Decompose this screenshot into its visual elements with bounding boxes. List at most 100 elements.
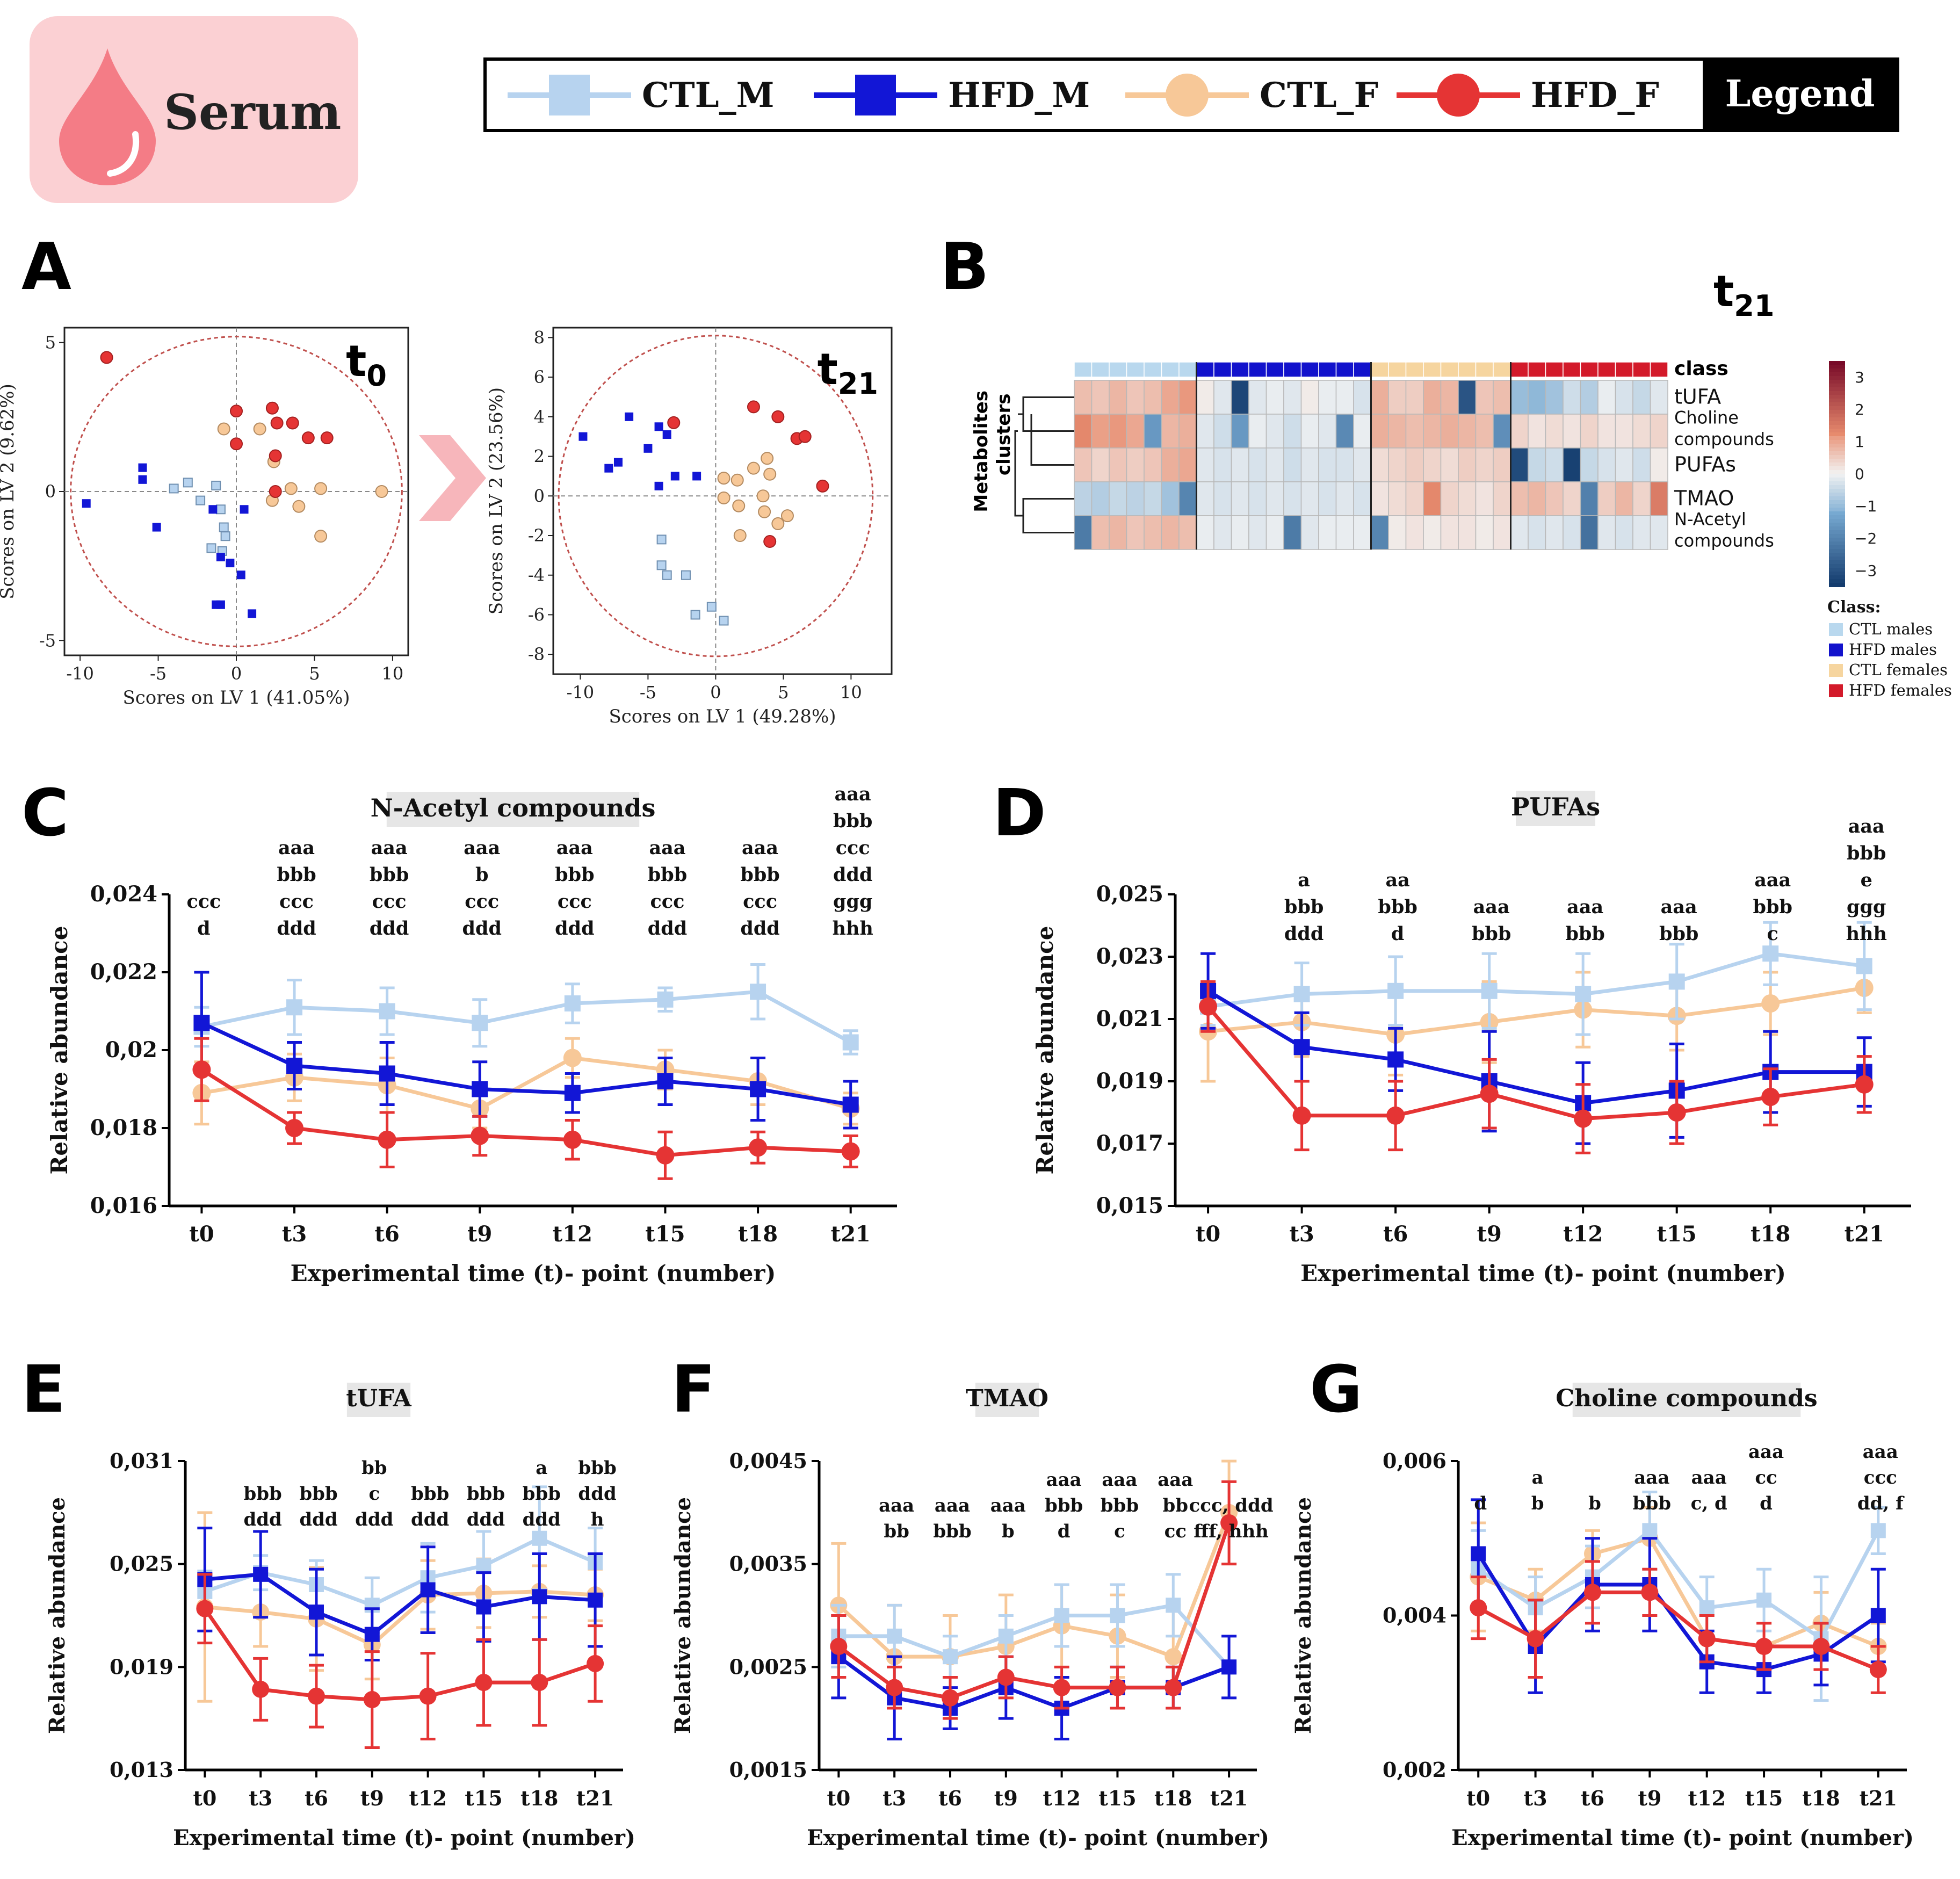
heatmap-cell bbox=[1510, 447, 1529, 482]
heatmap-cell bbox=[1213, 414, 1232, 449]
score-point bbox=[763, 467, 777, 481]
significance-annotation: aaa bb bbox=[879, 1495, 914, 1542]
score-point bbox=[747, 400, 760, 414]
colorbar-step bbox=[1829, 579, 1845, 583]
legend-title: Legend bbox=[1725, 73, 1875, 115]
colorbar-step bbox=[1829, 572, 1845, 576]
colorbar-step bbox=[1829, 560, 1845, 565]
heatmap-cell bbox=[1440, 515, 1459, 550]
data-point bbox=[1583, 1584, 1601, 1601]
heatmap-cell bbox=[1370, 481, 1389, 516]
panel-letter-g: G bbox=[1310, 1353, 1363, 1427]
significance-annotation: bbb ddd bbox=[411, 1483, 449, 1530]
significance-label: aaa bbox=[990, 1495, 1026, 1516]
data-point bbox=[1699, 1600, 1715, 1616]
class-cell bbox=[1563, 362, 1581, 378]
heatmap-cell bbox=[1300, 380, 1319, 415]
class-legend-label: HFD males bbox=[1849, 640, 1937, 659]
x-tick-label: t3 bbox=[1289, 1222, 1314, 1247]
x-tick-label: t15 bbox=[645, 1222, 685, 1247]
significance-annotation: aaa c, d bbox=[1691, 1467, 1727, 1514]
data-point bbox=[286, 1058, 303, 1074]
x-tick-label: t21 bbox=[576, 1786, 614, 1810]
heatmap-cell bbox=[1475, 515, 1494, 550]
score-point bbox=[625, 412, 634, 421]
score-point bbox=[717, 491, 731, 504]
x-tick-label: t6 bbox=[1581, 1786, 1604, 1810]
significance-label: aaa bbox=[1634, 1467, 1669, 1488]
data-point bbox=[285, 1119, 304, 1137]
significance-annotation: ccc d bbox=[186, 891, 221, 940]
data-point bbox=[1869, 1661, 1887, 1679]
significance-label: ggg bbox=[1847, 896, 1886, 918]
heatmap-cell bbox=[1161, 515, 1180, 550]
heatmap-cell bbox=[1545, 414, 1564, 449]
y-axis-label: Relative abundance bbox=[45, 1497, 70, 1734]
panel-letter-b: B bbox=[940, 230, 989, 305]
score-plot-t0: -10 -5 0 5 10 5 0 -5 Scores on LV 1 (41.05%) Scor… bbox=[0, 327, 409, 709]
significance-label: aaa bbox=[1848, 815, 1885, 837]
colorbar-step bbox=[1829, 583, 1845, 587]
significance-label: ddd bbox=[462, 917, 502, 940]
x-tick-label: t18 bbox=[1802, 1786, 1840, 1810]
x-axis-label: Experimental time (t)- point (number) bbox=[173, 1825, 635, 1851]
x-tick-label: 5 bbox=[778, 682, 789, 703]
heatmap-cell bbox=[1283, 447, 1302, 482]
significance-annotation: aaa b bbox=[990, 1495, 1026, 1542]
x-tick-label: t9 bbox=[1477, 1222, 1501, 1247]
y-axis-label: Relative abundance bbox=[46, 926, 73, 1175]
x-tick-label: t6 bbox=[1383, 1222, 1408, 1247]
heatmap-cell bbox=[1318, 380, 1337, 415]
colorbar-tick: 2 bbox=[1855, 401, 1864, 418]
significance-label: d bbox=[1391, 923, 1404, 945]
x-tick-label: t9 bbox=[994, 1786, 1018, 1810]
data-point bbox=[998, 1628, 1014, 1644]
significance-label: aaa bbox=[1691, 1467, 1727, 1488]
colorbar-step bbox=[1829, 372, 1845, 377]
significance-annotation: aaa bbb ccc ddd bbox=[555, 837, 594, 940]
significance-annotation: b bbox=[1588, 1493, 1601, 1514]
heatmap-cell bbox=[1458, 447, 1477, 482]
colorbar-step bbox=[1829, 451, 1845, 456]
heatmap-cell bbox=[1353, 481, 1372, 516]
legend-label: HFD_F bbox=[1531, 75, 1659, 115]
x-tick-label: t3 bbox=[282, 1222, 307, 1247]
y-tick-label: -6 bbox=[528, 604, 545, 625]
chart-title: Choline compounds bbox=[1556, 1385, 1817, 1412]
score-point bbox=[763, 535, 777, 548]
significance-label: a bbox=[1532, 1467, 1544, 1488]
significance-label: ccc bbox=[558, 891, 592, 913]
score-point bbox=[654, 422, 663, 431]
chart-title-bg bbox=[346, 1383, 411, 1417]
data-point bbox=[1574, 1109, 1593, 1128]
y-tick-label: 8 bbox=[534, 327, 545, 348]
colorbar-step bbox=[1829, 376, 1845, 380]
legend-entry-hfd-m: HFD_M bbox=[814, 75, 1090, 115]
significance-label: ggg bbox=[833, 891, 872, 913]
y-tick-label: 0,0035 bbox=[729, 1552, 807, 1576]
significance-label: bbb bbox=[243, 1483, 281, 1505]
y-tick-label: 0,025 bbox=[110, 1552, 173, 1576]
significance-label: bbb bbox=[555, 864, 594, 886]
colorbar-step bbox=[1829, 523, 1845, 527]
significance-label: ddd bbox=[299, 1509, 337, 1530]
data-point bbox=[1293, 1039, 1310, 1056]
colorbar-step bbox=[1829, 410, 1845, 414]
class-cell bbox=[1126, 362, 1145, 378]
series-hfd-f bbox=[1199, 980, 1874, 1154]
score-point bbox=[578, 432, 588, 441]
heatmap-row-label: PUFAs bbox=[1674, 453, 1736, 476]
score-point bbox=[292, 500, 306, 513]
legend-entry-ctl-m: CTL_M bbox=[508, 75, 774, 115]
heatmap-cell bbox=[1458, 481, 1477, 516]
heatmap-row-label: Choline compounds bbox=[1674, 408, 1774, 450]
data-point bbox=[942, 1649, 958, 1665]
y-tick-label: 4 bbox=[534, 407, 545, 427]
score-point bbox=[758, 505, 771, 518]
heatmap-cell bbox=[1109, 414, 1127, 449]
score-point bbox=[314, 482, 328, 495]
heatmap-cell bbox=[1335, 447, 1354, 482]
class-cell bbox=[1528, 362, 1546, 378]
heatmap-cell bbox=[1074, 380, 1093, 415]
class-cell bbox=[1161, 362, 1180, 378]
